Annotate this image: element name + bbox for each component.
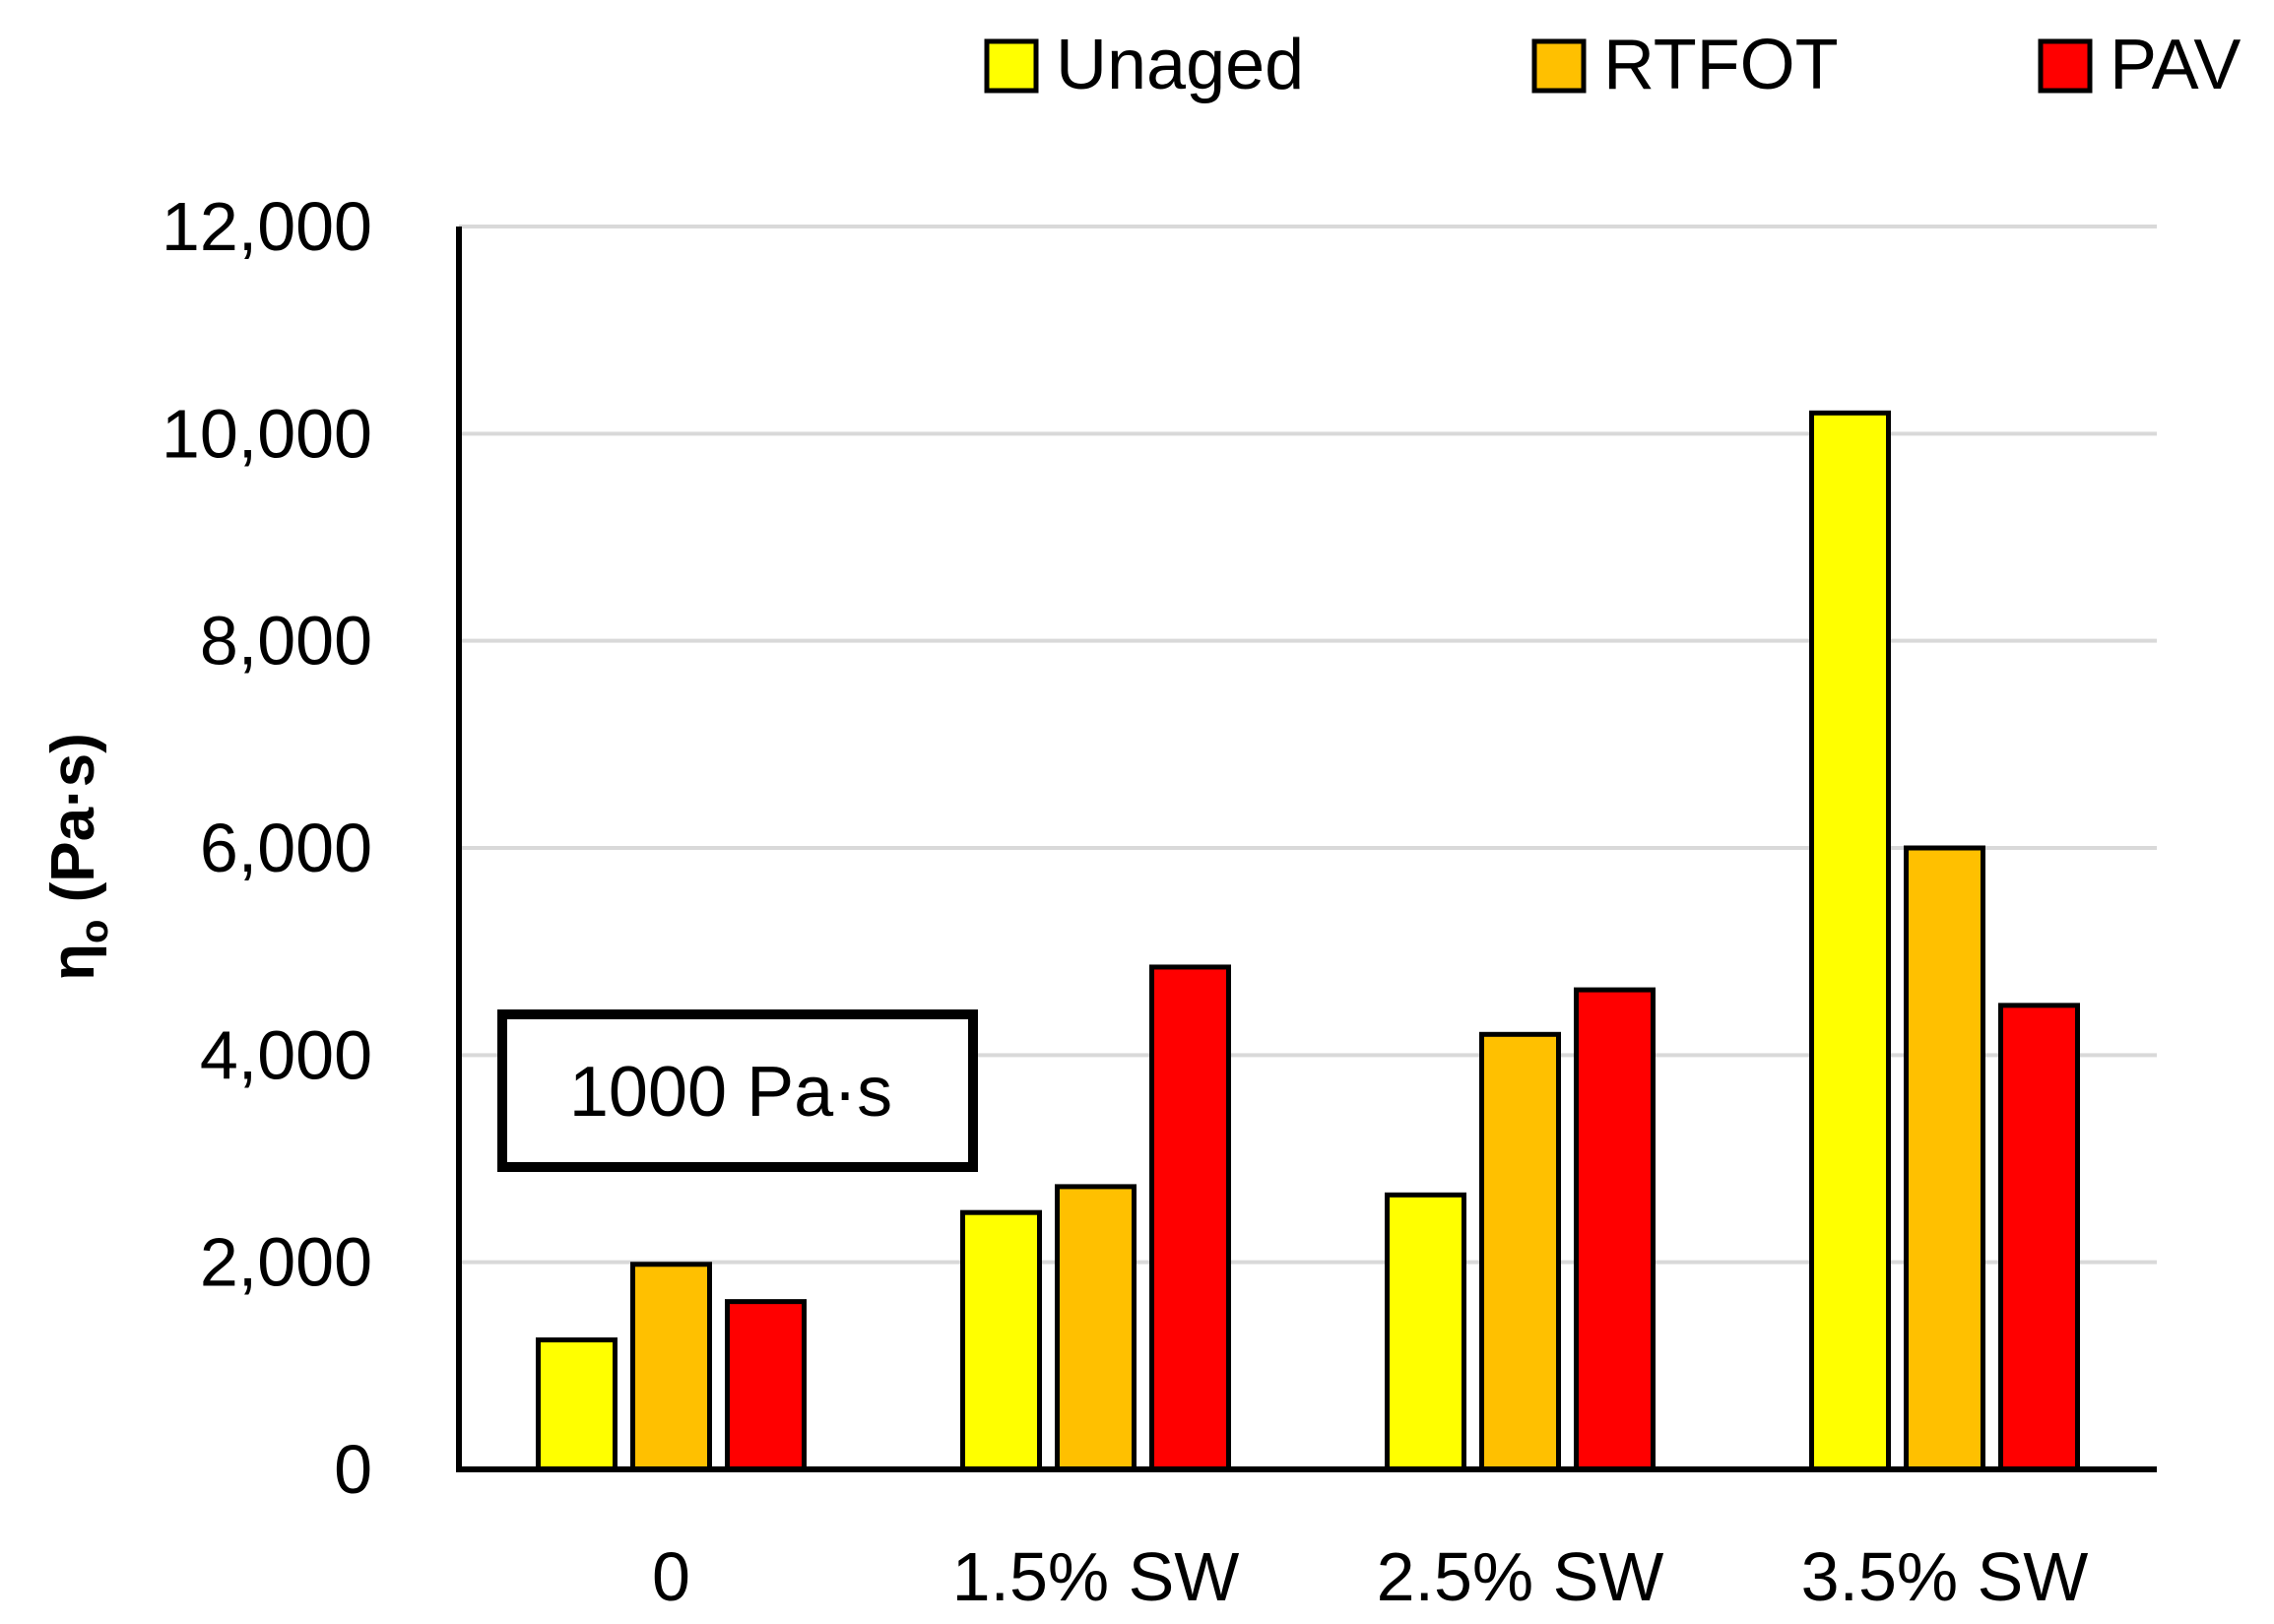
bar-rtfot-1 [1055, 1184, 1137, 1472]
legend-swatch [984, 38, 1039, 94]
x-tick-label: 2.5% SW [1377, 1538, 1664, 1615]
annotation-text: 1000 Pa·s [569, 1053, 892, 1132]
y-tick-label: 12,000 [162, 188, 372, 265]
y-axis-label-subscript: o [73, 920, 116, 943]
legend: Unaged RTFOT PAV [984, 26, 2241, 104]
y-axis-label-unit: (Pa·s) [39, 733, 107, 919]
bars [536, 410, 2080, 1472]
y-axis-tick-labels: 0 2,000 4,000 6,000 8,000 10,000 12,000 [162, 188, 372, 1508]
y-tick-label: 2,000 [200, 1224, 372, 1301]
bar-pav-2 [1574, 987, 1656, 1472]
y-tick-label: 0 [334, 1431, 372, 1508]
legend-label: Unaged [1056, 26, 1304, 104]
x-tick-label: 1.5% SW [952, 1538, 1240, 1615]
legend-swatch [1531, 38, 1587, 94]
axes [456, 227, 2157, 1472]
bar-unaged-3 [1809, 410, 1891, 1472]
legend-swatch [2038, 38, 2093, 94]
y-axis-label-eta: η [39, 943, 107, 981]
y-tick-label: 10,000 [162, 395, 372, 472]
x-axis-tick-labels: 0 1.5% SW 2.5% SW 3.5% SW [652, 1538, 2088, 1615]
bar-unaged-2 [1385, 1192, 1466, 1472]
legend-label: RTFOT [1603, 26, 1839, 104]
legend-label: PAV [2110, 26, 2241, 104]
bar-rtfot-0 [630, 1262, 712, 1472]
bar-unaged-1 [960, 1209, 1042, 1472]
bar-rtfot-2 [1479, 1031, 1561, 1472]
annotation-box: 1000 Pa·s [497, 1009, 978, 1172]
legend-item-unaged: Unaged [984, 26, 1304, 104]
y-tick-label: 4,000 [200, 1016, 372, 1093]
legend-item-rtfot: RTFOT [1531, 26, 1839, 104]
bar-pav-1 [1149, 964, 1231, 1472]
bar-unaged-0 [536, 1337, 617, 1472]
y-tick-label: 6,000 [200, 810, 372, 886]
y-axis-label: ηo (Pa·s) [39, 733, 116, 981]
bar-pav-0 [725, 1299, 807, 1472]
legend-item-pav: PAV [2038, 26, 2241, 104]
bar-pav-3 [1998, 1003, 2080, 1472]
y-tick-label: 8,000 [200, 603, 372, 680]
bar-rtfot-3 [1904, 845, 1985, 1472]
x-tick-label: 3.5% SW [1801, 1538, 2089, 1615]
x-tick-label: 0 [652, 1538, 690, 1615]
